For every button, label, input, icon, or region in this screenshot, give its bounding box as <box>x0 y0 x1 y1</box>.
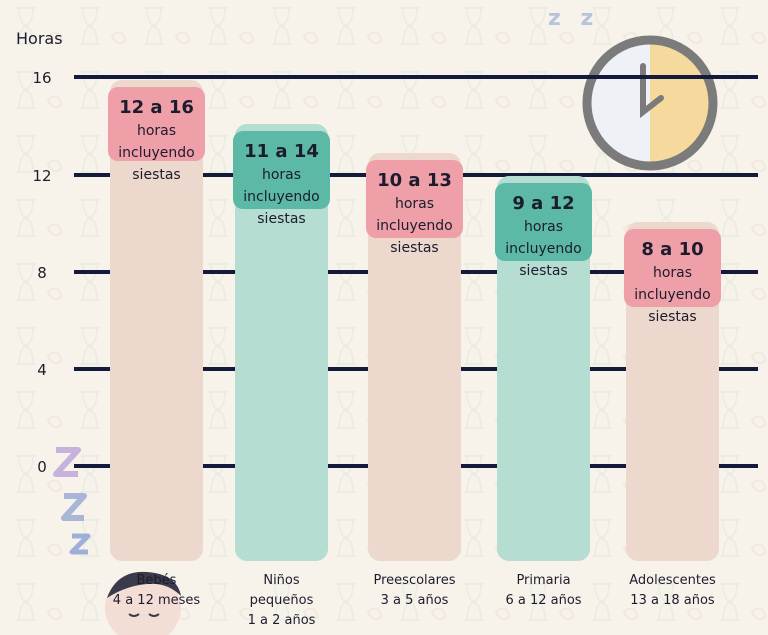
bar-label-box <box>366 160 463 238</box>
bar-range-label: 8 a 10 <box>641 239 703 260</box>
bar-range-label: 9 a 12 <box>512 193 574 214</box>
category-label: Preescolares <box>374 573 456 588</box>
bar-range-label: 10 a 13 <box>377 170 452 191</box>
bar-label-box <box>495 183 592 261</box>
bar-unit-label: horas incluyendo siestas <box>505 219 581 279</box>
bar <box>368 153 461 561</box>
sleep-z-icon <box>53 447 91 555</box>
y-tick-label: 4 <box>37 361 47 379</box>
clock-icon <box>582 35 718 171</box>
category-label: Niños pequeños <box>250 573 314 608</box>
bar-range-label: 12 a 16 <box>119 97 194 118</box>
bar <box>110 80 203 561</box>
y-tick-label: 12 <box>32 167 51 185</box>
bar-label-box <box>233 131 330 209</box>
category-sublabel: 6 a 12 años <box>505 593 581 608</box>
y-tick-label: 8 <box>37 264 47 282</box>
y-tick-label: 16 <box>32 69 51 87</box>
bar-unit-label: horas incluyendo siestas <box>118 123 194 183</box>
category-label: Primaria <box>516 573 570 588</box>
bar-unit-label: horas incluyendo siestas <box>634 265 710 325</box>
category-sublabel: 1 a 2 años <box>248 613 316 628</box>
y-tick-label: 0 <box>37 458 47 476</box>
bar-label-box <box>624 229 721 307</box>
category-sublabel: 4 a 12 meses <box>113 593 201 608</box>
sleeping-child-illustration <box>105 571 181 635</box>
category-sublabel: 3 a 5 años <box>381 593 449 608</box>
bar-unit-label: horas incluyendo siestas <box>376 196 452 256</box>
y-axis-label: Horas <box>16 29 63 48</box>
bar-range-label: 11 a 14 <box>244 141 319 162</box>
sleep-z-decoration: z z <box>548 6 600 31</box>
bar <box>497 176 590 561</box>
bar-label-box <box>108 87 205 161</box>
bar-unit-label: horas incluyendo siestas <box>243 167 319 227</box>
category-sublabel: 13 a 18 años <box>630 593 715 608</box>
bar <box>235 124 328 561</box>
category-label: Bebés <box>137 573 177 588</box>
category-label: Adolescentes <box>629 573 716 588</box>
